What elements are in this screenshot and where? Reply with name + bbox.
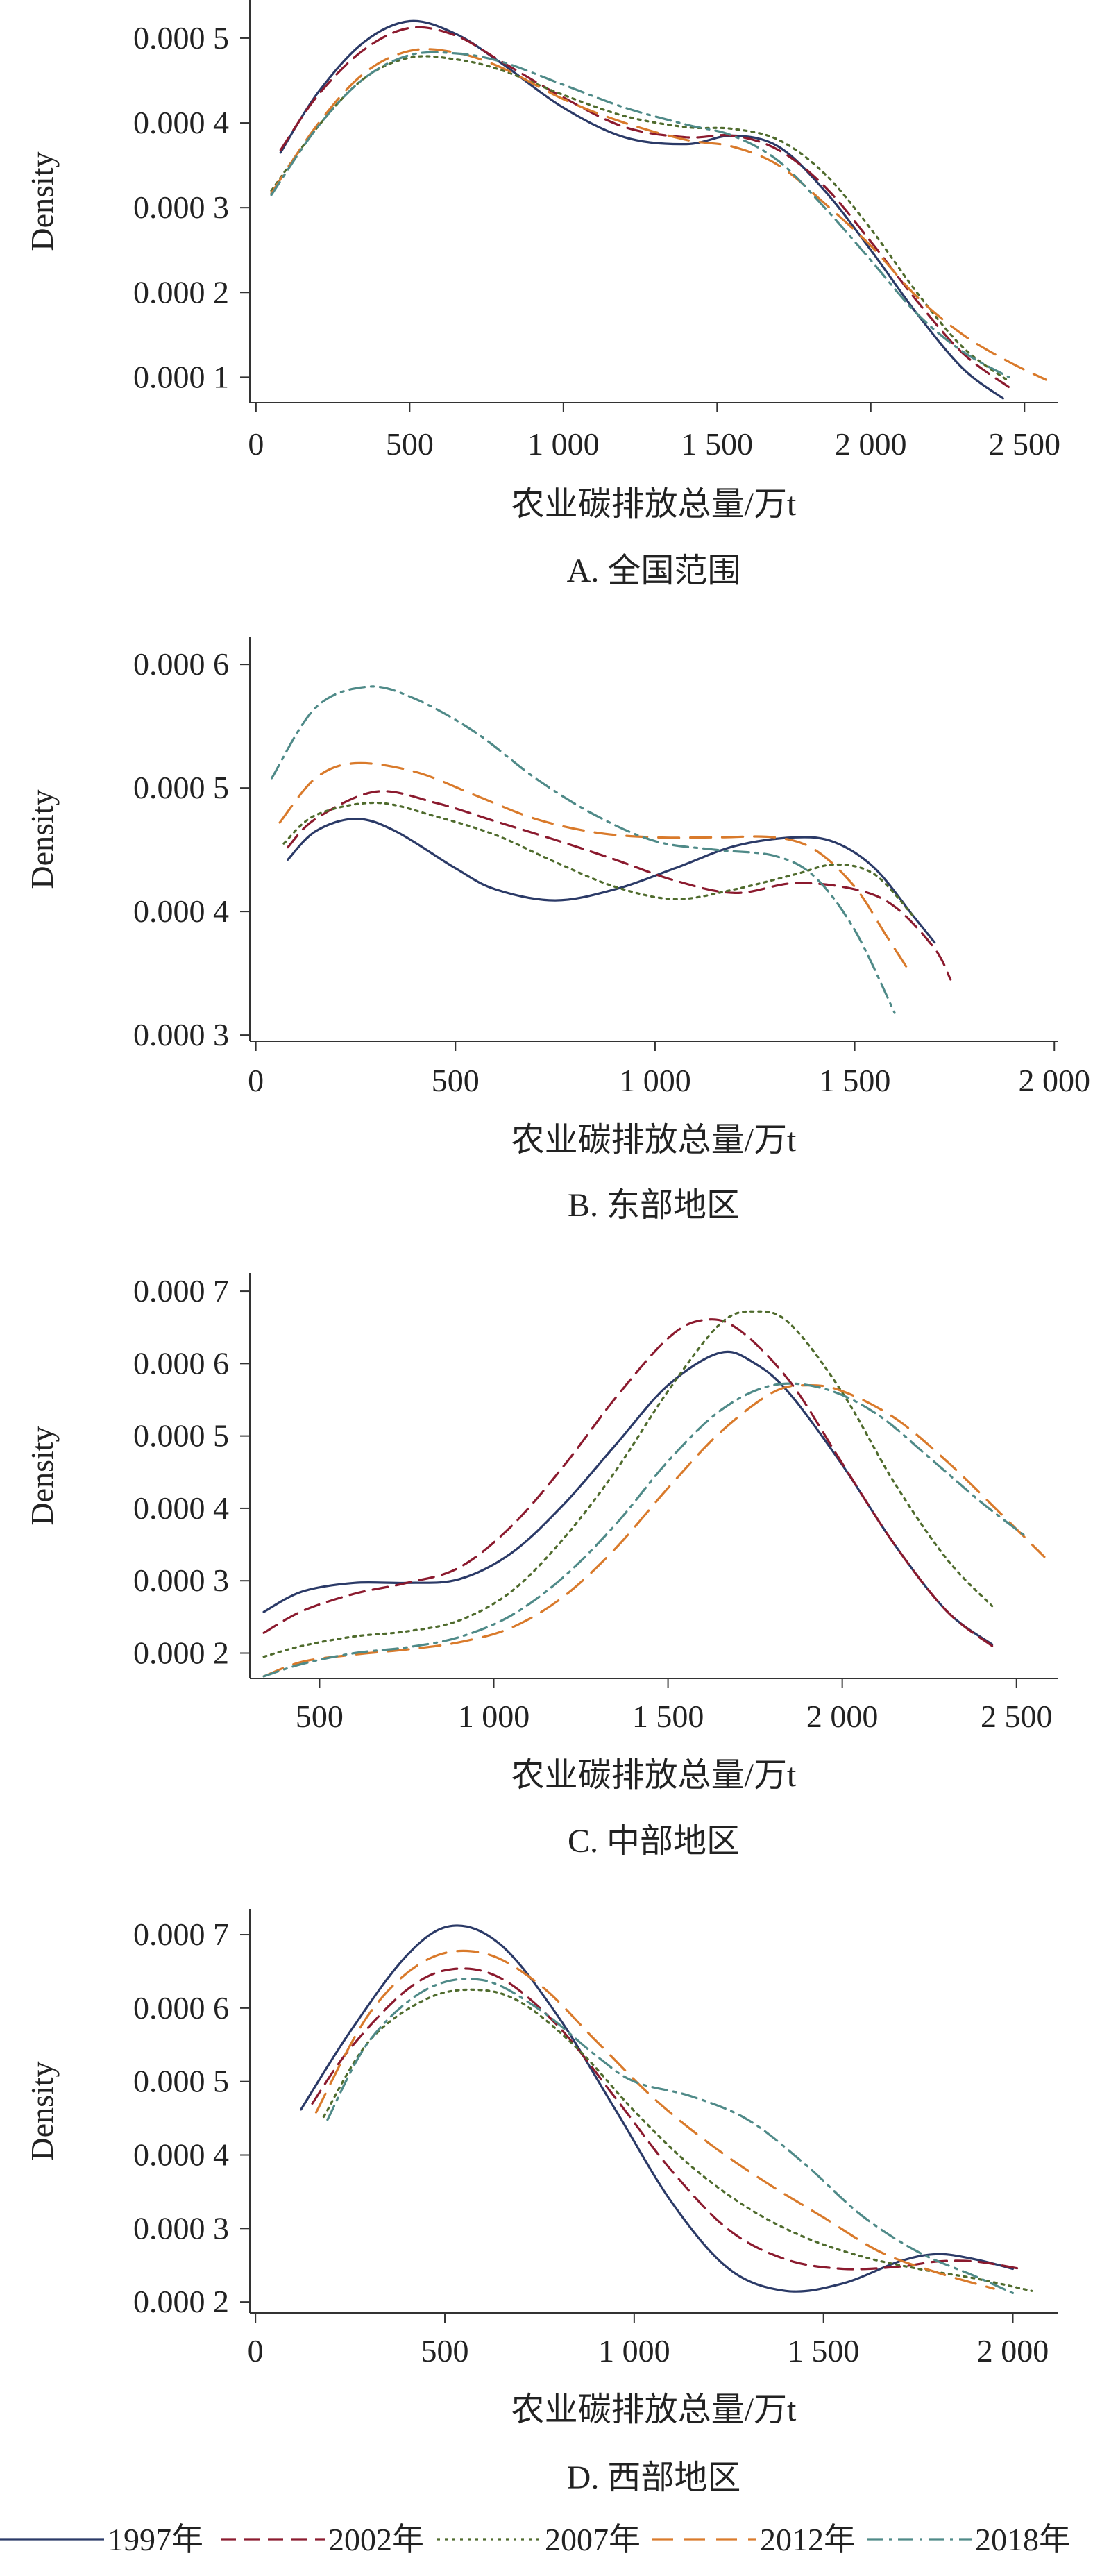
y-axis-label: Density [24, 2061, 60, 2160]
series-line-2002年 [287, 790, 952, 981]
legend-label: 2007年 [545, 2522, 641, 2557]
y-tick-label: 0.000 4 [133, 105, 229, 140]
series-line-2018年 [271, 685, 896, 1014]
series-line-2007年 [282, 801, 916, 919]
series-line-1997年 [279, 19, 1004, 400]
x-tick-label: 1 500 [681, 426, 754, 462]
series-line-2007年 [262, 1310, 994, 1658]
x-axis-label: 农业碳排放总量/万t [511, 1122, 797, 1159]
series-line-2007年 [270, 55, 1010, 383]
y-tick-label: 0.000 6 [133, 646, 229, 682]
series-line-2012年 [262, 1383, 1046, 1678]
series-line-1997年 [287, 817, 936, 944]
legend-label: 2012年 [760, 2522, 856, 2557]
x-tick-label: 1 500 [788, 2333, 860, 2368]
x-tick-label: 0 [248, 1063, 264, 1098]
x-tick-label: 500 [421, 2333, 469, 2368]
y-tick-label: 0.000 3 [133, 2210, 229, 2246]
x-tick-label: 500 [432, 1063, 480, 1098]
chart-panel-2: 0.000 3 0.000 4 0.000 5 0.000 6 0 500 1 000 1 5… [24, 637, 1090, 1224]
x-tick-label: 1 000 [458, 1699, 530, 1734]
series-line-2002年 [262, 1318, 994, 1647]
x-axis-label: 农业碳排放总量/万t [511, 486, 797, 523]
panel-caption: A. 全国范围 [567, 553, 741, 589]
x-tick-label: 500 [386, 426, 434, 462]
series-line-2007年 [322, 1988, 1033, 2292]
legend-label: 1997年 [108, 2522, 203, 2557]
y-tick-label: 0.000 6 [133, 1990, 229, 2026]
series-line-2012年 [314, 1949, 995, 2290]
series-line-2012年 [270, 48, 1047, 381]
y-tick-label: 0.000 1 [133, 359, 229, 394]
y-tick-label: 0.000 3 [133, 1563, 229, 1598]
x-tick-label: 500 [296, 1699, 344, 1734]
series-line-2002年 [311, 1967, 1022, 2271]
y-tick-label: 0.000 2 [133, 2284, 229, 2319]
y-tick-label: 0.000 4 [133, 2137, 229, 2172]
y-axis-label: Density [24, 789, 60, 889]
x-tick-label: 2 500 [989, 426, 1061, 462]
x-tick-label: 0 [248, 426, 264, 462]
chart-panel-4: 0.000 2 0.000 3 0.000 4 0.000 5 0.000 6 0.000… [24, 1909, 1058, 2496]
x-tick-label: 2 000 [806, 1699, 879, 1734]
x-tick-label: 2 000 [1018, 1063, 1090, 1098]
y-tick-label: 0.000 5 [133, 20, 229, 56]
series-line-2012年 [278, 761, 912, 975]
panel-caption: B. 东部地区 [568, 1187, 740, 1224]
series-line-2018年 [262, 1382, 1028, 1678]
y-tick-label: 0.000 5 [133, 1418, 229, 1454]
panel-caption: D. 西部地区 [567, 2459, 741, 2496]
series-line-1997年 [300, 1924, 1015, 2293]
panel-caption: C. 中部地区 [568, 1823, 740, 1860]
y-tick-label: 0.000 6 [133, 1345, 229, 1381]
y-tick-label: 0.000 2 [133, 274, 229, 310]
y-axis-label: Density [24, 151, 60, 251]
chart-panel-1: 0.000 1 0.000 2 0.000 3 0.000 4 0.000 5 0 500 1… [24, 0, 1060, 589]
y-tick-label: 0.000 4 [133, 1490, 229, 1526]
x-tick-label: 1 500 [819, 1063, 891, 1098]
y-tick-label: 0.000 7 [133, 1917, 229, 1952]
x-tick-label: 1 000 [598, 2333, 670, 2368]
series-line-2018年 [326, 1978, 1015, 2294]
x-tick-label: 2 000 [835, 426, 907, 462]
legend-label: 2002年 [328, 2522, 424, 2557]
x-axis-label: 农业碳排放总量/万t [511, 1757, 797, 1794]
chart-panel-3: 0.000 2 0.000 3 0.000 4 0.000 5 0.000 6 0.000… [24, 1273, 1058, 1860]
y-tick-label: 0.000 3 [133, 1017, 229, 1052]
y-tick-label: 0.000 2 [133, 1635, 229, 1671]
y-axis-label: Density [24, 1426, 60, 1525]
x-tick-label: 1 000 [527, 426, 600, 462]
series-line-2018年 [270, 51, 1010, 378]
y-tick-label: 0.000 4 [133, 893, 229, 929]
x-tick-label: 0 [248, 2333, 264, 2368]
series-line-2002年 [279, 26, 1010, 389]
y-tick-label: 0.000 3 [133, 190, 229, 225]
series-line-1997年 [262, 1350, 994, 1646]
x-tick-label: 1 500 [632, 1699, 704, 1734]
x-tick-label: 2 500 [981, 1699, 1053, 1734]
x-axis-label: 农业碳排放总量/万t [511, 2391, 797, 2428]
y-tick-label: 0.000 7 [133, 1273, 229, 1308]
legend-label: 2018年 [975, 2522, 1071, 2557]
x-tick-label: 2 000 [977, 2333, 1049, 2368]
y-tick-label: 0.000 5 [133, 2064, 229, 2099]
x-tick-label: 1 000 [619, 1063, 691, 1098]
y-tick-label: 0.000 5 [133, 770, 229, 805]
legend: 1997年 2002年 2007年 2012年 2018年 [0, 2522, 1071, 2557]
